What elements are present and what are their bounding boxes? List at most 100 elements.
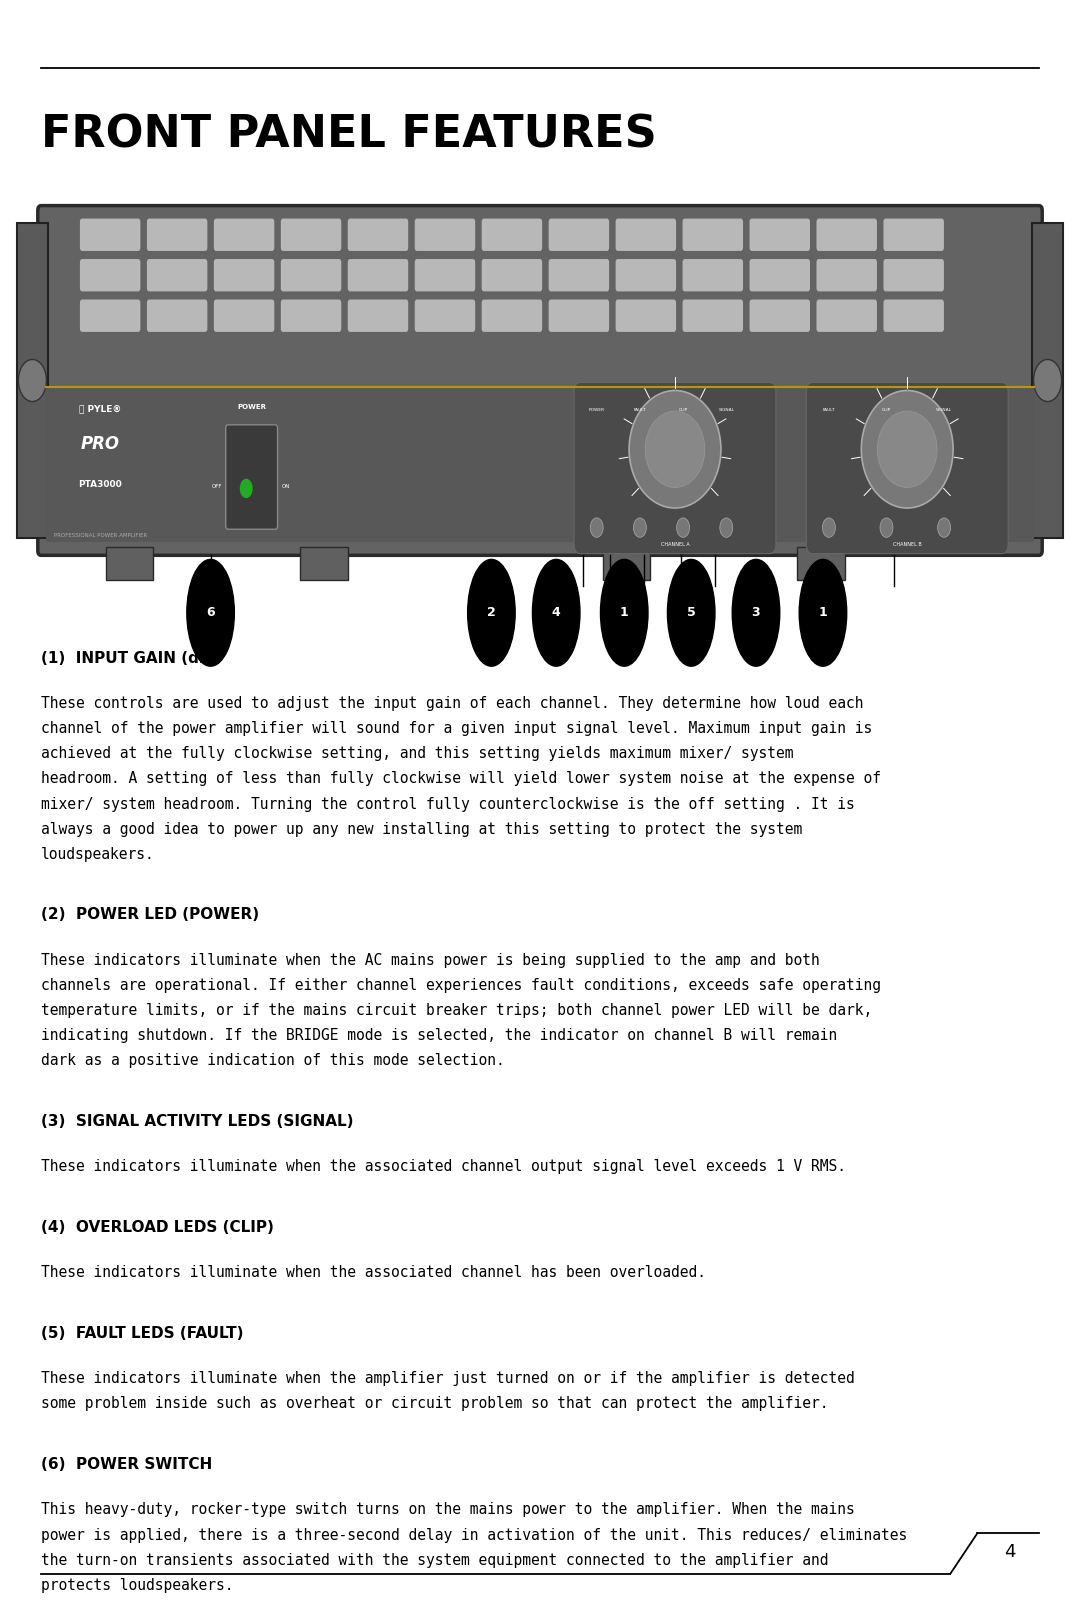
Bar <box>46 387 1034 542</box>
Text: FAULT: FAULT <box>823 408 835 413</box>
Text: power is applied, there is a three-second delay in activation of the unit. This : power is applied, there is a three-secon… <box>41 1528 907 1543</box>
FancyBboxPatch shape <box>683 300 743 332</box>
FancyBboxPatch shape <box>816 259 877 291</box>
FancyBboxPatch shape <box>214 300 274 332</box>
FancyBboxPatch shape <box>80 259 140 291</box>
FancyBboxPatch shape <box>883 300 944 332</box>
FancyBboxPatch shape <box>883 219 944 251</box>
Bar <box>603 547 650 580</box>
FancyBboxPatch shape <box>348 219 408 251</box>
Text: (1)  INPUT GAIN (dB): (1) INPUT GAIN (dB) <box>41 651 217 665</box>
FancyBboxPatch shape <box>281 300 341 332</box>
Text: loudspeakers.: loudspeakers. <box>41 847 154 861</box>
Ellipse shape <box>667 560 715 665</box>
Text: 6: 6 <box>206 606 215 620</box>
Text: CHANNEL A: CHANNEL A <box>661 542 689 547</box>
FancyBboxPatch shape <box>38 206 1042 555</box>
FancyBboxPatch shape <box>415 219 475 251</box>
Text: (5)  FAULT LEDS (FAULT): (5) FAULT LEDS (FAULT) <box>41 1326 244 1341</box>
FancyBboxPatch shape <box>750 300 810 332</box>
Bar <box>797 547 845 580</box>
Text: These controls are used to adjust the input gain of each channel. They determine: These controls are used to adjust the in… <box>41 696 864 711</box>
Ellipse shape <box>600 560 648 665</box>
FancyBboxPatch shape <box>575 382 775 554</box>
Text: These indicators illuminate when the associated channel output signal level exce: These indicators illuminate when the ass… <box>41 1159 846 1174</box>
Text: CHANNEL B: CHANNEL B <box>893 542 921 547</box>
Text: 4: 4 <box>1004 1543 1015 1561</box>
FancyBboxPatch shape <box>549 300 609 332</box>
Text: OFF: OFF <box>212 484 222 489</box>
Text: 1: 1 <box>819 606 827 620</box>
FancyBboxPatch shape <box>415 300 475 332</box>
Circle shape <box>823 518 836 538</box>
Text: the turn-on transients associated with the system equipment connected to the amp: the turn-on transients associated with t… <box>41 1553 828 1567</box>
Text: PTA3000: PTA3000 <box>79 481 122 489</box>
Text: temperature limits, or if the mains circuit breaker trips; both channel power LE: temperature limits, or if the mains circ… <box>41 1002 873 1018</box>
FancyBboxPatch shape <box>616 300 676 332</box>
Text: These indicators illuminate when the amplifier just turned on or if the amplifie: These indicators illuminate when the amp… <box>41 1371 854 1386</box>
FancyBboxPatch shape <box>683 219 743 251</box>
Text: PRO: PRO <box>81 436 120 453</box>
FancyBboxPatch shape <box>482 300 542 332</box>
FancyBboxPatch shape <box>683 259 743 291</box>
FancyBboxPatch shape <box>616 219 676 251</box>
Text: ON: ON <box>282 484 291 489</box>
FancyBboxPatch shape <box>348 300 408 332</box>
Text: FAULT: FAULT <box>634 408 646 413</box>
FancyBboxPatch shape <box>348 259 408 291</box>
Circle shape <box>1034 359 1062 402</box>
Text: (4)  OVERLOAD LEDS (CLIP): (4) OVERLOAD LEDS (CLIP) <box>41 1221 274 1235</box>
Circle shape <box>676 518 689 538</box>
Text: POWER: POWER <box>238 403 266 410</box>
Text: (3)  SIGNAL ACTIVITY LEDS (SIGNAL): (3) SIGNAL ACTIVITY LEDS (SIGNAL) <box>41 1114 353 1128</box>
FancyBboxPatch shape <box>147 300 207 332</box>
FancyBboxPatch shape <box>415 259 475 291</box>
Bar <box>1032 223 1063 538</box>
Bar <box>17 223 48 538</box>
Bar <box>300 547 348 580</box>
Bar <box>106 547 153 580</box>
Ellipse shape <box>629 390 721 508</box>
FancyBboxPatch shape <box>214 219 274 251</box>
FancyBboxPatch shape <box>226 424 278 529</box>
Text: achieved at the fully clockwise setting, and this setting yields maximum mixer/ : achieved at the fully clockwise setting,… <box>41 746 794 761</box>
Ellipse shape <box>645 411 705 487</box>
Text: CLIP: CLIP <box>678 408 688 413</box>
Text: indicating shutdown. If the BRIDGE mode is selected, the indicator on channel B : indicating shutdown. If the BRIDGE mode … <box>41 1028 837 1043</box>
Text: protects loudspeakers.: protects loudspeakers. <box>41 1579 233 1593</box>
Ellipse shape <box>187 560 234 665</box>
Text: POWER: POWER <box>589 408 605 413</box>
Text: This heavy-duty, rocker-type switch turns on the mains power to the amplifier. W: This heavy-duty, rocker-type switch turn… <box>41 1502 854 1517</box>
Text: FRONT PANEL FEATURES: FRONT PANEL FEATURES <box>41 113 657 157</box>
Text: headroom. A setting of less than fully clockwise will yield lower system noise a: headroom. A setting of less than fully c… <box>41 771 881 787</box>
Circle shape <box>719 518 732 538</box>
Text: 2: 2 <box>487 606 496 620</box>
Text: These indicators illuminate when the associated channel has been overloaded.: These indicators illuminate when the ass… <box>41 1266 706 1281</box>
Text: channel of the power amplifier will sound for a given input signal level. Maximu: channel of the power amplifier will soun… <box>41 722 873 737</box>
FancyBboxPatch shape <box>816 300 877 332</box>
FancyBboxPatch shape <box>806 382 1009 554</box>
Text: Ⓟ PYLE®: Ⓟ PYLE® <box>79 405 122 413</box>
FancyBboxPatch shape <box>816 219 877 251</box>
FancyBboxPatch shape <box>750 259 810 291</box>
Circle shape <box>591 518 604 538</box>
Text: (6)  POWER SWITCH: (6) POWER SWITCH <box>41 1457 213 1472</box>
Text: 5: 5 <box>687 606 696 620</box>
FancyBboxPatch shape <box>281 219 341 251</box>
Text: 4: 4 <box>552 606 561 620</box>
Text: (2)  POWER LED (POWER): (2) POWER LED (POWER) <box>41 907 259 923</box>
Circle shape <box>240 479 253 499</box>
FancyBboxPatch shape <box>214 259 274 291</box>
FancyBboxPatch shape <box>80 300 140 332</box>
Ellipse shape <box>732 560 780 665</box>
Text: 1: 1 <box>620 606 629 620</box>
FancyBboxPatch shape <box>549 259 609 291</box>
Text: channels are operational. If either channel experiences fault conditions, exceed: channels are operational. If either chan… <box>41 978 881 992</box>
FancyBboxPatch shape <box>883 259 944 291</box>
Ellipse shape <box>799 560 847 665</box>
Text: These indicators illuminate when the AC mains power is being supplied to the amp: These indicators illuminate when the AC … <box>41 952 820 968</box>
Ellipse shape <box>468 560 515 665</box>
Ellipse shape <box>532 560 580 665</box>
FancyBboxPatch shape <box>281 259 341 291</box>
FancyBboxPatch shape <box>549 219 609 251</box>
